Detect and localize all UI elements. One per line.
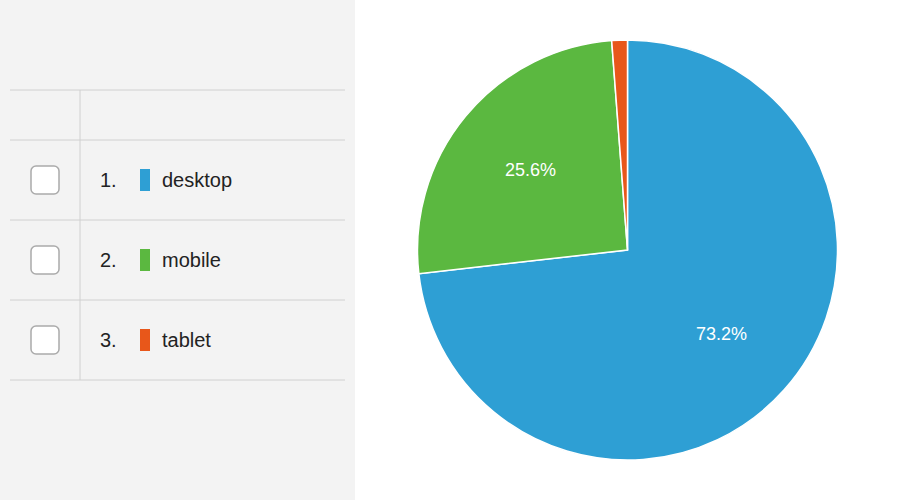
pie-slice [417,41,627,274]
legend-rule [10,140,345,141]
pie [417,40,837,460]
pie-slice [612,40,628,250]
legend-swatch [140,249,150,271]
legend-rule [10,220,345,221]
chart: 1. desktop 2. mobile 3. tablet 73.2% 25.6% [0,0,900,500]
data-label: 25.6% [505,160,556,180]
data-label: 73.2% [696,324,747,344]
legend-swatch [140,329,150,351]
legend-label: mobile [162,249,221,271]
legend: 1. desktop 2. mobile 3. tablet [0,0,355,500]
legend-swatch [140,169,150,191]
legend-checkbox [31,326,59,354]
legend-label: desktop [162,169,232,191]
legend-checkbox [31,166,59,194]
legend-number: 1. [100,169,117,191]
legend-number: 2. [100,249,117,271]
legend-number: 3. [100,329,117,351]
legend-rule [10,90,345,91]
legend-checkbox [31,246,59,274]
legend-divider [80,90,81,380]
legend-background [0,0,355,500]
legend-rule [10,380,345,381]
legend-label: tablet [162,329,211,351]
data-labels: 73.2% 25.6% [505,160,747,344]
legend-rule [10,300,345,301]
chart-container: 1. desktop 2. mobile 3. tablet 73.2% 25.6% [0,0,900,500]
